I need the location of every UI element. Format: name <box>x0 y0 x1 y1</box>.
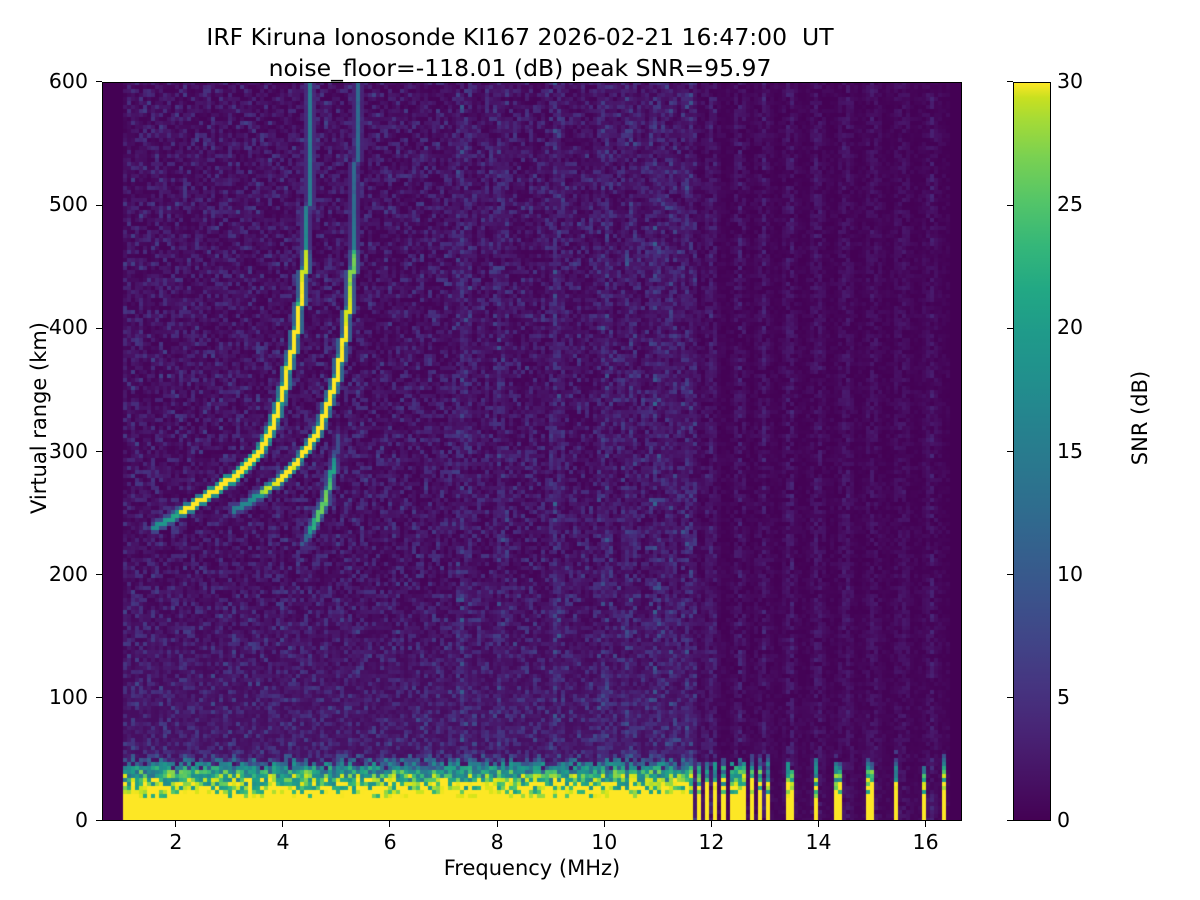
x-tick-label: 12 <box>698 830 725 854</box>
x-tick-mark <box>710 821 712 827</box>
title-line-2: noise_floor=-118.01 (dB) peak SNR=95.97 <box>268 53 772 82</box>
colorbar-tick-mark <box>1007 327 1013 329</box>
x-tick-label: 2 <box>169 830 183 854</box>
y-tick-mark <box>96 450 102 452</box>
y-tick-label: 300 <box>48 438 88 463</box>
y-tick-mark <box>96 574 102 576</box>
x-tick-label: 10 <box>591 830 618 854</box>
y-tick-mark <box>96 81 102 83</box>
x-tick-mark <box>924 821 926 827</box>
x-tick-label: 16 <box>912 830 939 854</box>
colorbar-tick-mark <box>1007 81 1013 83</box>
y-tick-mark <box>96 204 102 206</box>
colorbar-tick-label: 20 <box>1057 315 1084 340</box>
x-tick-label: 8 <box>490 830 504 854</box>
figure-title: IRF Kiruna Ionosonde KI167 2026-02-21 16… <box>0 22 1040 83</box>
y-tick-label: 500 <box>48 192 88 217</box>
x-tick-mark <box>496 821 498 827</box>
x-tick-mark <box>603 821 605 827</box>
y-tick-label: 600 <box>48 69 88 93</box>
colorbar-tick-mark <box>1007 204 1013 206</box>
colorbar-tick-label: 15 <box>1057 438 1084 463</box>
colorbar-tick-label: 5 <box>1057 684 1071 709</box>
x-tick-mark <box>282 821 284 827</box>
colorbar-tick-mark <box>1007 450 1013 452</box>
y-tick-label: 200 <box>48 561 88 586</box>
x-tick-label: 6 <box>383 830 397 854</box>
x-tick-mark <box>389 821 391 827</box>
y-tick-mark <box>96 697 102 699</box>
ionogram-heatmap <box>103 83 961 820</box>
title-line-1: IRF Kiruna Ionosonde KI167 2026-02-21 16… <box>206 23 834 51</box>
colorbar[interactable] <box>1013 82 1051 821</box>
colorbar-tick-mark <box>1007 697 1013 699</box>
x-tick-label: 4 <box>276 830 290 854</box>
y-tick-mark <box>96 327 102 329</box>
colorbar-tick-label: 10 <box>1057 561 1084 586</box>
colorbar-tick-mark <box>1007 820 1013 822</box>
y-tick-label: 400 <box>48 315 88 340</box>
x-tick-mark <box>175 821 177 827</box>
x-axis-label: Frequency (MHz) <box>443 856 621 880</box>
colorbar-tick-mark <box>1007 574 1013 576</box>
y-tick-label: 0 <box>74 808 88 832</box>
ionogram-plot-area[interactable] <box>102 82 962 821</box>
x-tick-label: 14 <box>805 830 832 854</box>
colorbar-tick-label: 25 <box>1057 192 1084 217</box>
x-tick-mark <box>817 821 819 827</box>
colorbar-tick-label: 0 <box>1057 808 1071 832</box>
y-tick-mark <box>96 820 102 822</box>
y-tick-label: 100 <box>48 684 88 709</box>
y-axis-label: Virtual range (km) <box>27 321 51 515</box>
colorbar-label: SNR (dB) <box>1128 370 1152 466</box>
colorbar-tick-label: 30 <box>1057 69 1084 93</box>
